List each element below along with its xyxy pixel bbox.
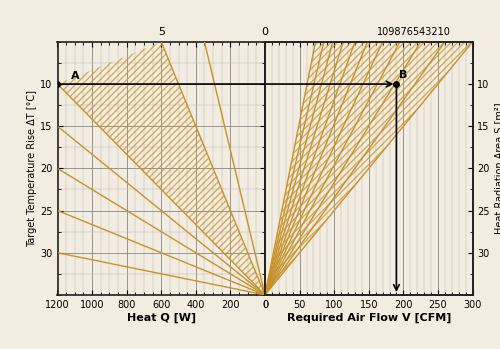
Text: B: B [399,70,407,80]
X-axis label: Required Air Flow V [CFM]: Required Air Flow V [CFM] [286,313,451,323]
Text: 0: 0 [262,27,268,37]
X-axis label: Heat Q [W]: Heat Q [W] [126,313,196,323]
Y-axis label: Target Temperature Rise ΔT [°C]: Target Temperature Rise ΔT [°C] [28,90,38,247]
Text: 109876543210: 109876543210 [377,27,450,37]
Y-axis label: Heat Radiation Area S [m²]: Heat Radiation Area S [m²] [494,103,500,234]
Text: 5: 5 [158,27,165,37]
Text: A: A [72,71,80,81]
